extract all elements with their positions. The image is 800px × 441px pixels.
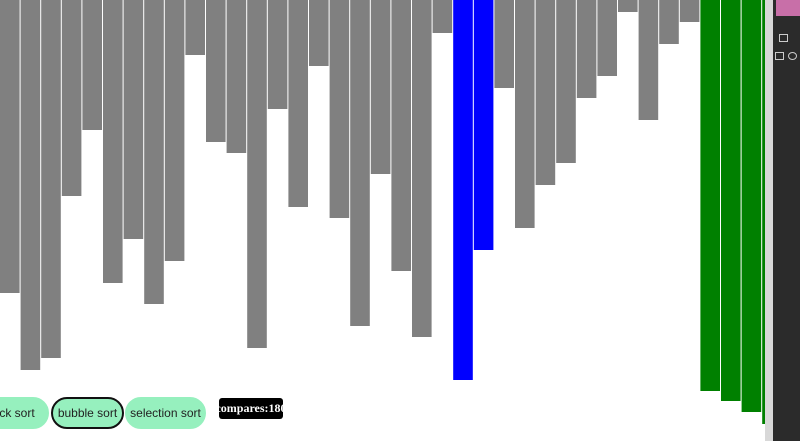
bar [309, 0, 329, 66]
panel-header [776, 0, 800, 16]
bar [144, 0, 164, 304]
bar [432, 0, 453, 33]
bar [659, 0, 679, 44]
bar [20, 0, 41, 370]
bar [597, 0, 617, 76]
bar [556, 0, 576, 163]
bar [267, 0, 288, 109]
scrollbar [765, 0, 773, 441]
compares-counter: compares:180 [215, 398, 287, 419]
bar [638, 0, 659, 120]
selection-sort-button[interactable]: selection sort [125, 397, 206, 429]
bar [82, 0, 102, 130]
bar [576, 0, 597, 98]
bar [494, 0, 514, 88]
bar [391, 0, 411, 271]
bar [535, 0, 556, 185]
bar [618, 0, 638, 12]
panel-icon[interactable] [788, 52, 797, 60]
bar [206, 0, 226, 142]
bar [164, 0, 185, 261]
bar-area [0, 0, 765, 424]
bar [700, 0, 720, 391]
bar [185, 0, 205, 55]
bar [41, 0, 61, 358]
bar [350, 0, 370, 326]
bubble-sort-button[interactable]: bubble sort [51, 397, 124, 429]
bar [103, 0, 123, 283]
bar [61, 0, 82, 196]
bar [412, 0, 432, 337]
bar [123, 0, 144, 239]
bar [329, 0, 350, 218]
bar [473, 0, 494, 250]
panel-icon[interactable] [775, 52, 784, 60]
bar [226, 0, 247, 153]
bar [370, 0, 391, 174]
quick-sort-button[interactable]: quick sort [0, 397, 49, 429]
bar [515, 0, 535, 228]
bar [762, 0, 765, 424]
panel-icon[interactable] [779, 34, 788, 42]
bar [0, 0, 20, 293]
bar [453, 0, 473, 380]
side-panel [773, 0, 800, 441]
bar [679, 0, 700, 22]
bar [721, 0, 741, 401]
bar [247, 0, 267, 348]
bar [288, 0, 308, 207]
bar [741, 0, 762, 412]
